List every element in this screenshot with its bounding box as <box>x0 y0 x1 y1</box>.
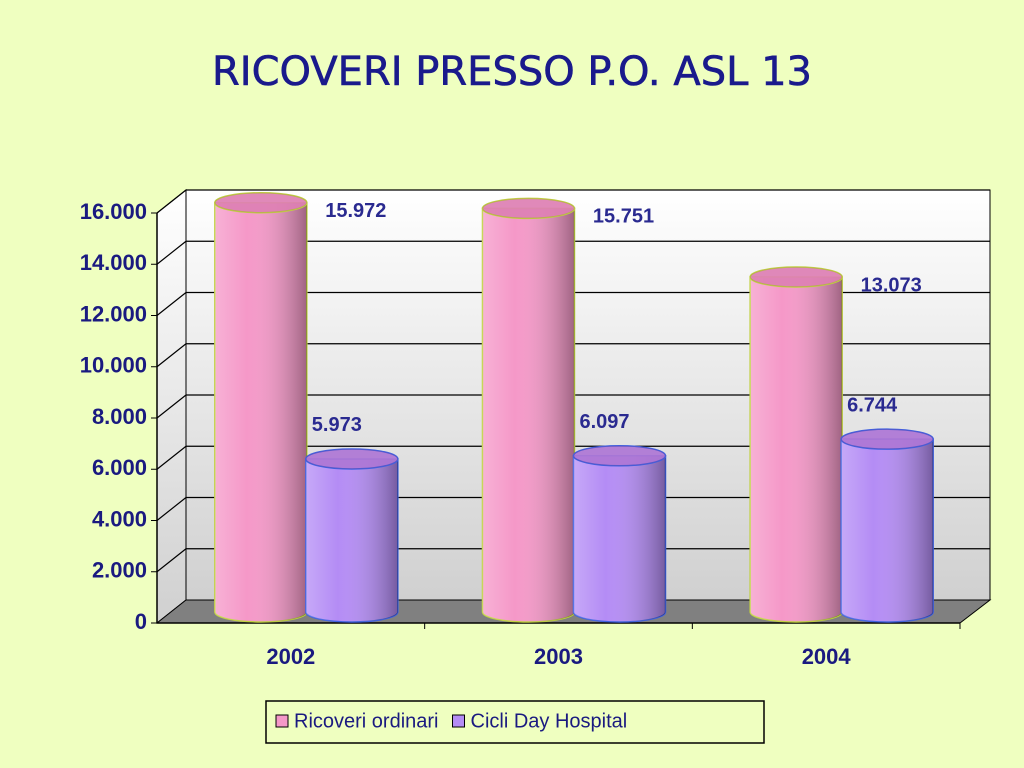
grid-line <box>156 291 990 316</box>
bar-shade <box>482 208 575 623</box>
chart-title: RICOVERI PRESSO P.O. ASL 13 <box>212 49 812 95</box>
y-tick-label: 6.000 <box>92 455 147 480</box>
plot <box>214 191 934 623</box>
y-tick-label: 0 <box>135 609 147 634</box>
bar-top-shade <box>750 267 843 288</box>
y-tick-label: 12.000 <box>80 301 147 326</box>
grid-line <box>156 394 990 419</box>
grid-line <box>156 343 990 368</box>
x-tick-label: 2003 <box>534 644 583 669</box>
legend-swatch <box>452 714 465 728</box>
legend-label: Ricoveri ordinari <box>294 710 439 732</box>
y-tick-label: 16.000 <box>80 199 147 224</box>
value-label: 15.972 <box>325 200 386 222</box>
bar-shade <box>573 455 666 622</box>
value-label: 15.751 <box>593 206 654 228</box>
bar-top <box>481 197 576 220</box>
grid-line <box>156 189 990 214</box>
legend <box>265 700 765 744</box>
grid-line <box>156 548 990 573</box>
grid-line <box>156 240 990 265</box>
bar-top-shade <box>841 429 934 450</box>
bar-top <box>572 445 667 467</box>
bar-shade <box>305 458 398 622</box>
y-tick-label: 8.000 <box>92 404 147 429</box>
grid-line <box>156 496 990 521</box>
x-tick-label: 2002 <box>266 644 315 669</box>
cylinder <box>481 197 576 623</box>
bar-top <box>749 266 843 288</box>
legend-label: Cicli Day Hospital <box>471 710 628 732</box>
x-tick-label: 2004 <box>802 644 852 669</box>
value-label: 6.097 <box>579 411 629 433</box>
bar-shade <box>214 202 307 622</box>
bar-top-shade <box>305 448 398 469</box>
y-tick-label: 4.000 <box>92 506 147 531</box>
legend-swatch <box>275 714 289 728</box>
cylinder <box>749 266 843 623</box>
bar-shade <box>750 277 843 622</box>
bar-top-shade <box>573 445 666 466</box>
cylinder <box>572 445 667 623</box>
bar-top <box>305 448 399 470</box>
bar-top-shade <box>214 192 307 213</box>
bar-top <box>840 428 934 450</box>
value-label: 5.973 <box>312 414 362 436</box>
value-label: 13.073 <box>861 274 922 296</box>
cylinder <box>305 448 399 623</box>
y-tick-label: 10.000 <box>80 353 147 378</box>
cylinder <box>840 428 934 623</box>
value-label: 6.744 <box>847 394 898 416</box>
y-tick-label: 14.000 <box>80 250 147 275</box>
y-tick-label: 2.000 <box>92 558 147 583</box>
bar-top <box>214 191 308 214</box>
cylinder <box>214 191 308 623</box>
bar-top-shade <box>482 198 575 219</box>
bar-shade <box>841 439 934 622</box>
grid-line <box>156 445 990 470</box>
